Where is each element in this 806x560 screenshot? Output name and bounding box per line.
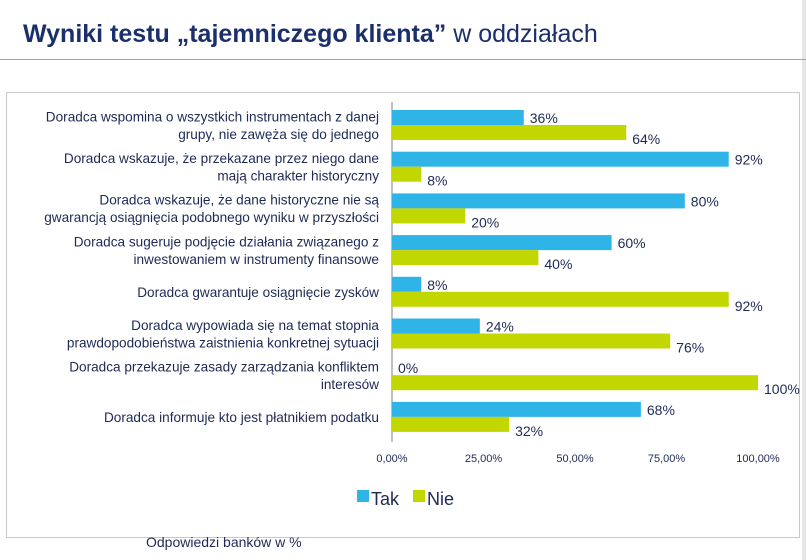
data-label: 92% [735,152,763,168]
bar-tak [392,401,641,417]
category-label: Doradca przekazuje zasady zarządzania ko… [69,359,379,374]
category-label: interesów [321,377,379,392]
bar-nie [392,333,671,349]
data-label: 36% [530,110,558,126]
title-divider [0,59,806,60]
data-label: 8% [427,173,447,189]
category-label: Doradca wskazuje, że przekazane przez ni… [64,151,379,166]
x-tick-label: 25,00% [465,453,503,465]
bar-nie [392,250,539,266]
category-label: Doradca gwarantuje osiągnięcie zysków [137,285,379,300]
chart-frame [6,92,800,538]
x-tick-label: 50,00% [556,453,594,465]
bar-tak [392,110,524,125]
data-label: 92% [735,298,763,314]
bar-tak [392,235,612,251]
category-label: Doradca sugeruje podjęcie działania zwią… [74,234,379,249]
bar-tak [392,276,422,292]
category-label: Doradca wskazuje, że dane historyczne ni… [99,193,379,208]
data-label: 60% [618,235,646,251]
footnote: Odpowiedzi banków w % [146,534,302,550]
category-label: prawdopodobieństwa zaistnienia konkretne… [67,335,379,350]
data-label: 76% [676,340,704,356]
legend-swatch [357,490,369,502]
data-label: 0% [398,360,418,376]
category-label: mają charakter historyczny [217,168,379,183]
data-label: 68% [647,402,675,418]
bar-tak [392,318,480,334]
bar-nie [392,208,466,224]
data-label: 24% [486,319,514,335]
data-label: 32% [515,423,543,439]
bar-nie [392,375,758,391]
bar-nie [392,291,729,307]
category-label: grupy, nie zawęża się do jednego [178,127,379,142]
category-label: Doradca wspomina o wszystkich instrument… [46,109,379,124]
category-label: Doradca informuje kto jest płatnikiem po… [104,410,379,425]
page-title: Wyniki testu „tajemniczego klienta” w od… [23,20,598,48]
category-label: inwestowaniem w instrumenty finansowe [133,252,379,267]
bar-nie [392,125,627,140]
bar-nie [392,416,510,432]
legend-label: Nie [427,489,454,509]
bar-tak [392,151,729,167]
legend-swatch [413,490,425,502]
bar-nie [392,166,422,182]
x-tick-label: 100,00% [736,453,780,465]
right-edge-shadow [802,0,806,560]
data-label: 20% [471,214,499,230]
category-label: gwarancją osiągnięcia podobnego wyniku w… [44,210,379,225]
data-label: 40% [544,256,572,272]
category-label: Doradca wypowiada się na temat stopnia [131,318,379,333]
x-tick-label: 75,00% [648,453,686,465]
data-label: 80% [691,193,719,209]
data-label: 100% [764,381,800,397]
legend-label: Tak [371,489,400,509]
data-label: 64% [632,131,660,147]
x-tick-label: 0,00% [376,453,407,465]
data-label: 8% [427,277,447,293]
bar-tak [392,193,685,209]
